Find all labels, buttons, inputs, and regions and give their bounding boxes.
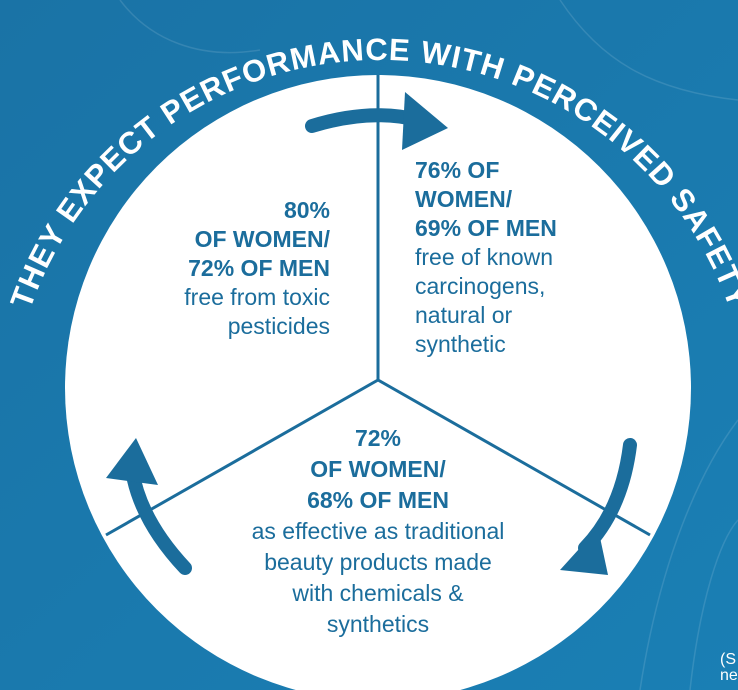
description-line: as effective as traditional (252, 518, 505, 544)
stat-line: 72% (355, 425, 401, 451)
description-line: carcinogens, (415, 273, 545, 299)
stat-line: 80% (284, 197, 330, 223)
stat-line: OF WOMEN/ (195, 226, 331, 252)
description-line: synthetics (327, 611, 429, 637)
page: {"title": "THEY EXPECT PERFORMANCE WITH … (0, 0, 738, 690)
stat-line: 76% OF (415, 157, 499, 183)
footnote-line: ne (720, 667, 738, 684)
stat-line: 72% OF MEN (188, 255, 330, 281)
footnote-line: (S (720, 651, 736, 668)
stat-line: WOMEN/ (415, 186, 513, 212)
description-line: pesticides (228, 313, 330, 339)
description-line: free from toxic (184, 284, 330, 310)
description-line: free of known (415, 244, 553, 270)
footnote: (Sne (720, 651, 738, 684)
stat-line: 69% OF MEN (415, 215, 557, 241)
description-line: with chemicals & (291, 580, 463, 606)
stat-line: 68% OF MEN (307, 487, 449, 513)
infographic: THEY EXPECT PERFORMANCE WITH PERCEIVED S… (0, 0, 738, 690)
description-line: synthetic (415, 331, 506, 357)
stat-line: OF WOMEN/ (310, 456, 446, 482)
description-line: beauty products made (264, 549, 492, 575)
description-line: natural or (415, 302, 513, 328)
